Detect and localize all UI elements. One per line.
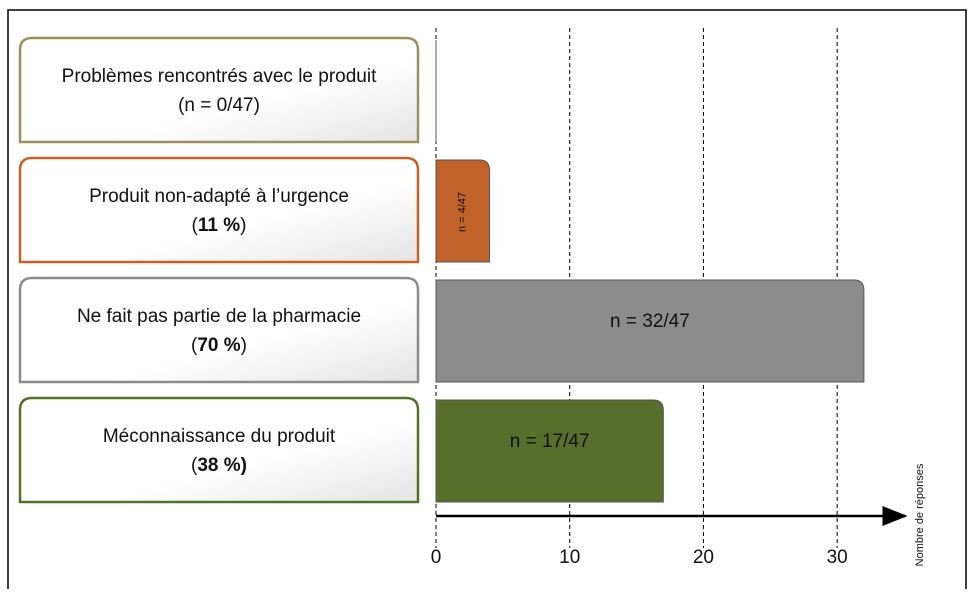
category-box bbox=[18, 36, 420, 144]
x-tick-label: 0 bbox=[431, 547, 442, 568]
note-part: ( bbox=[191, 455, 198, 476]
category-box bbox=[18, 156, 420, 264]
category-label: Produit non-adapté à l’urgence bbox=[89, 186, 349, 207]
category-note: (n = 0/47) bbox=[178, 95, 260, 116]
frame bbox=[7, 9, 967, 589]
bar-label: n = 4/47 bbox=[457, 192, 469, 232]
note-part: 11 % bbox=[198, 215, 240, 236]
note-part: ( bbox=[192, 215, 199, 236]
note-part: 38 %) bbox=[197, 455, 247, 476]
category-box bbox=[18, 276, 420, 384]
bar bbox=[435, 399, 664, 503]
category-label: Ne fait pas partie de la pharmacie bbox=[77, 306, 361, 327]
x-axis-label: Nombre de réponses bbox=[914, 463, 926, 566]
note-part: ( bbox=[191, 335, 198, 356]
note-part: (n = 0/47) bbox=[178, 95, 260, 116]
category-note: (38 %) bbox=[191, 455, 247, 476]
category-label: Problèmes rencontrés avec le produit bbox=[62, 66, 377, 87]
category-label: Méconnaissance du produit bbox=[103, 426, 336, 447]
bar-label: n = 17/47 bbox=[510, 431, 590, 452]
note-part: ) bbox=[240, 215, 246, 236]
category-box bbox=[18, 396, 420, 504]
bar bbox=[435, 279, 865, 383]
bar bbox=[435, 159, 490, 263]
note-part: 70 % bbox=[197, 335, 240, 356]
x-tick-label: 20 bbox=[693, 547, 714, 568]
bar-label: n = 32/47 bbox=[610, 311, 690, 332]
x-tick-label: 30 bbox=[827, 547, 848, 568]
category-note: (70 %) bbox=[191, 335, 247, 356]
note-part: ) bbox=[241, 335, 247, 356]
x-tick-label: 10 bbox=[559, 547, 580, 568]
category-note: (11 %) bbox=[192, 215, 247, 236]
